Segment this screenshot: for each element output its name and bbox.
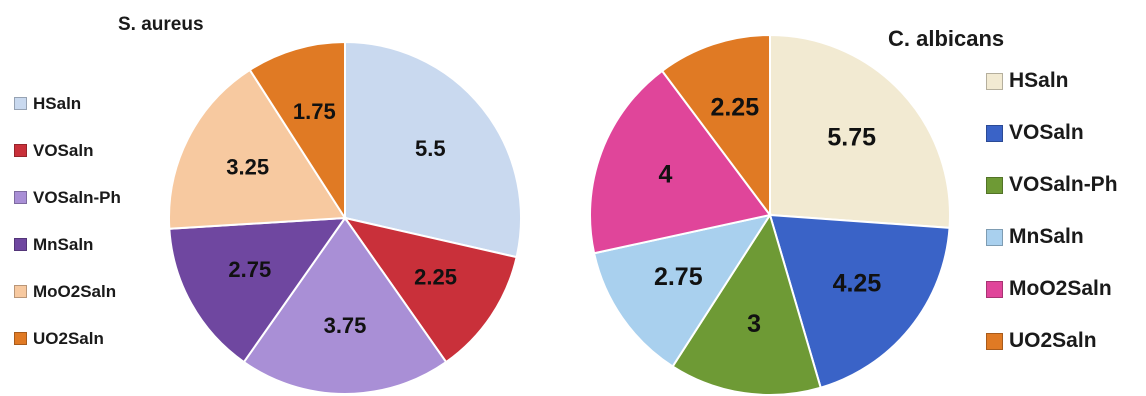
- pie-slice-vosaln: [768, 213, 951, 389]
- data-label: 3: [747, 310, 761, 338]
- chart-title: C. albicans: [888, 26, 1005, 51]
- pie-slice-vosaln-ph: [242, 216, 448, 396]
- data-label: 2.25: [710, 94, 759, 122]
- legend-item: VOSaln-Ph: [986, 159, 1118, 211]
- c-albicans-pie: 5.75 4.25 3 2.75 4 2.25: [589, 33, 951, 396]
- legend-item: MnSaln: [14, 221, 121, 268]
- legend-label: UO2Saln: [1009, 329, 1097, 352]
- legend-label: VOSaln-Ph: [1009, 173, 1118, 196]
- data-label: 5.75: [827, 124, 876, 152]
- data-label: 2.25: [414, 265, 457, 290]
- legend-label: VOSaln-Ph: [33, 187, 121, 207]
- pie-slice-hsaln: [344, 40, 522, 259]
- legend-swatch: [14, 238, 27, 251]
- legend-item: VOSaln: [14, 127, 121, 174]
- legend-swatch: [986, 280, 1003, 298]
- legend-swatch: [14, 285, 27, 298]
- legend-swatch: [986, 228, 1003, 246]
- pie-slice-uo2saln: [660, 33, 771, 219]
- data-label: 1.75: [293, 99, 336, 124]
- pie-slice-uo2saln: [248, 40, 346, 222]
- legend-label: VOSaln: [1009, 121, 1084, 144]
- legend-swatch: [986, 124, 1003, 142]
- s-aureus-chart: 5.5 2.25 3.75 2.75 3.25 1.75 S. aureus HSaln …: [0, 0, 560, 396]
- legend-swatch: [986, 176, 1003, 194]
- legend-item: HSaln: [986, 55, 1118, 107]
- legend-swatch: [986, 72, 1003, 90]
- legend-label: HSaln: [1009, 69, 1069, 92]
- legend-label: MoO2Saln: [33, 281, 117, 301]
- data-label: 4.25: [833, 270, 882, 298]
- pie-slice-moo2saln: [589, 69, 772, 255]
- legend-swatch: [14, 97, 27, 110]
- legend-item: MoO2Saln: [14, 268, 121, 315]
- pie-slice-moo2saln: [168, 68, 347, 230]
- legend-label: MoO2Saln: [1009, 277, 1112, 300]
- pie-slice-vosaln: [342, 216, 518, 364]
- legend-item: HSaln: [14, 80, 121, 127]
- c-albicans-chart: 5.75 4.25 3 2.75 4 2.25 C. albicans HSaln VOS…: [570, 0, 1146, 396]
- legend-item: MnSaln: [986, 211, 1118, 263]
- data-label: 3.25: [226, 155, 269, 180]
- legend-label: VOSaln: [33, 140, 94, 160]
- data-label: 3.75: [324, 313, 367, 338]
- legend-swatch: [986, 332, 1003, 350]
- legend-label: MnSaln: [33, 234, 94, 254]
- legend-swatch: [14, 332, 27, 345]
- legend-label: MnSaln: [1009, 225, 1084, 248]
- pie-slice-mnsaln: [592, 213, 773, 368]
- legend-swatch: [14, 191, 27, 204]
- data-label: 2.75: [654, 263, 703, 291]
- pie-slice-mnsaln: [168, 216, 348, 364]
- legend-item: MoO2Saln: [986, 263, 1118, 315]
- data-label: 2.75: [228, 257, 271, 282]
- chart-title: S. aureus: [118, 14, 204, 35]
- legend-swatch: [14, 144, 27, 157]
- legend-item: VOSaln-Ph: [14, 174, 121, 221]
- legend-item: UO2Saln: [14, 315, 121, 362]
- pie-slice-hsaln: [769, 33, 951, 229]
- legend-item: UO2Saln: [986, 315, 1118, 367]
- data-label: 4: [658, 161, 672, 189]
- legend-item: VOSaln: [986, 107, 1118, 159]
- pie-slice-vosaln-ph: [671, 212, 822, 396]
- legend: HSaln VOSaln VOSaln-Ph MnSaln MoO2Saln U…: [986, 55, 1118, 367]
- legend: HSaln VOSaln VOSaln-Ph MnSaln MoO2Saln U…: [14, 80, 121, 362]
- data-label: 5.5: [415, 136, 446, 161]
- legend-label: HSaln: [33, 93, 82, 113]
- legend-label: UO2Saln: [33, 328, 104, 348]
- s-aureus-pie: 5.5 2.25 3.75 2.75 3.25 1.75: [168, 40, 522, 396]
